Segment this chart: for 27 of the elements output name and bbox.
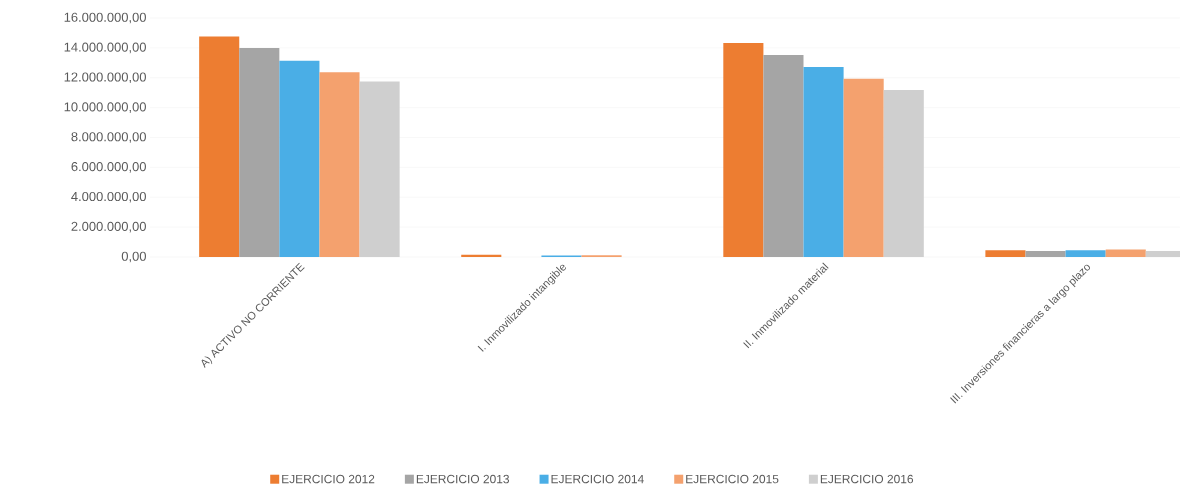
legend-label: EJERCICIO 2016 bbox=[820, 474, 914, 484]
bar bbox=[279, 60, 320, 257]
bar bbox=[723, 42, 764, 257]
bar bbox=[1065, 250, 1106, 257]
bar bbox=[359, 81, 400, 257]
bar bbox=[199, 36, 240, 257]
y-tick-label: 14.000.000,00 bbox=[64, 42, 146, 54]
bar bbox=[985, 250, 1026, 257]
y-tick-label: 16.000.000,00 bbox=[64, 12, 146, 24]
legend-label: EJERCICIO 2014 bbox=[551, 474, 644, 484]
y-tick-label: 12.000.000,00 bbox=[64, 72, 146, 84]
legend-label: EJERCICIO 2015 bbox=[686, 474, 779, 484]
bar bbox=[803, 66, 844, 257]
bar bbox=[319, 72, 360, 257]
y-tick-label: 4.000.000,00 bbox=[71, 191, 146, 203]
y-tick-label: 6.000.000,00 bbox=[71, 162, 146, 173]
bar bbox=[1025, 251, 1066, 257]
legend-label: EJERCICIO 2012 bbox=[282, 474, 375, 484]
y-tick-label: 8.000.000,00 bbox=[71, 132, 146, 143]
bar bbox=[843, 78, 884, 257]
y-tick-label: 0,00 bbox=[121, 251, 146, 263]
bar bbox=[763, 55, 804, 257]
y-tick-label: 2.000.000,00 bbox=[71, 221, 146, 233]
bar bbox=[883, 89, 924, 257]
legend-label: EJERCICIO 2013 bbox=[416, 474, 510, 484]
y-tick-label: 10.000.000,00 bbox=[64, 102, 146, 113]
bar bbox=[239, 48, 280, 257]
